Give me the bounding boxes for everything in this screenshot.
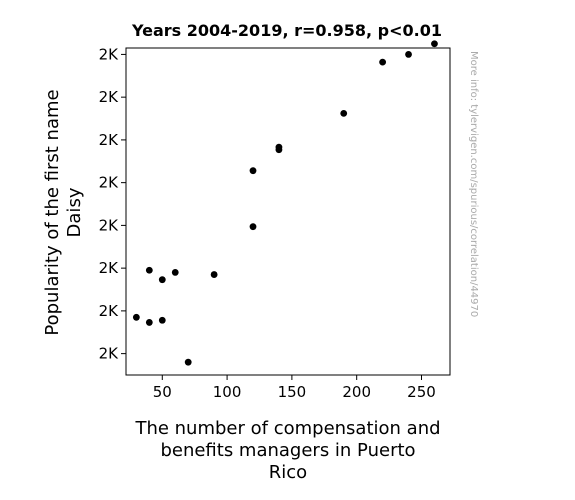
data-point [379, 58, 387, 66]
plot-area-frame [125, 47, 451, 376]
y-tick-label: 2K [99, 302, 120, 320]
data-point [158, 316, 166, 324]
chart-title: Years 2004-2019, r=0.958, p<0.01 [131, 21, 442, 40]
data-point [405, 51, 412, 58]
x-axis-label-line: benefits managers in Puerto [160, 440, 415, 461]
data-point [431, 40, 438, 48]
data-point [158, 276, 166, 284]
data-point [184, 358, 192, 366]
x-tick-label: 250 [407, 383, 436, 401]
data-point [210, 271, 218, 278]
x-tick-label: 200 [342, 383, 371, 401]
x-tick-label: 150 [278, 383, 307, 401]
watermark-text: More info: tylervigen.com/spurious/corre… [468, 51, 479, 317]
data-point [171, 269, 179, 276]
y-tick-label: 2K [99, 174, 120, 192]
y-axis: 2K 2K 2K 2K 2K 2K 2K 2K [99, 45, 126, 363]
data-point [145, 266, 153, 274]
data-point [340, 110, 348, 117]
x-axis: 50 100 150 200 250 [153, 375, 436, 401]
data-point [145, 319, 153, 326]
y-tick-label: 2K [99, 88, 120, 106]
y-tick-label: 2K [99, 259, 120, 277]
y-axis-label-line: Daisy [64, 187, 85, 237]
x-axis-label-line: The number of compensation and [134, 418, 440, 439]
data-point [249, 223, 257, 231]
data-point [132, 313, 140, 321]
y-tick-label: 2K [99, 216, 120, 234]
x-tick-label: 50 [153, 383, 172, 401]
y-tick-label: 2K [99, 131, 120, 149]
y-axis-label-line: Popularity of the first name [42, 89, 63, 335]
data-point [275, 146, 283, 154]
y-tick-label: 2K [99, 45, 120, 63]
x-axis-label-line: Rico [269, 462, 307, 483]
y-tick-label: 2K [99, 345, 120, 363]
x-axis-label: The number of compensation and benefits m… [134, 418, 440, 483]
x-tick-label: 100 [213, 383, 242, 401]
data-points [132, 40, 438, 366]
data-point [249, 167, 257, 175]
y-axis-label: Popularity of the first nameDaisy [42, 89, 85, 335]
